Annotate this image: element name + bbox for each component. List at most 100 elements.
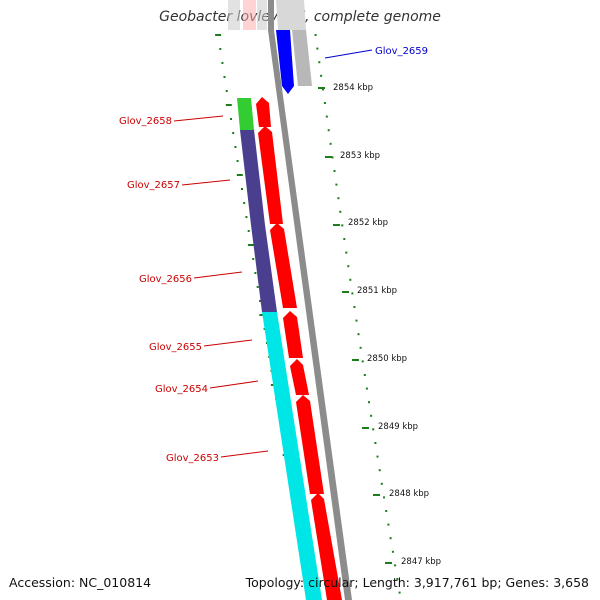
outer-ruler-dot bbox=[320, 74, 323, 77]
outer-ruler-dot bbox=[387, 523, 390, 526]
reverse-strand-red bbox=[256, 97, 342, 600]
outer-ruler-dot bbox=[380, 482, 383, 485]
outer-ruler-dot bbox=[316, 47, 319, 50]
outer-ruler-major-tick bbox=[333, 224, 340, 226]
topology-text: Topology: circular; Length: 3,917,761 bp… bbox=[245, 575, 589, 590]
backbone bbox=[268, 0, 352, 600]
outer-ruler-dot bbox=[368, 401, 370, 404]
outer-ruler-dot bbox=[329, 142, 332, 145]
inner-ruler-tick bbox=[247, 244, 254, 246]
outer-ruler-dot bbox=[333, 170, 336, 172]
outer-ruler-dot bbox=[355, 319, 358, 322]
outer-ruler-dot bbox=[398, 591, 401, 594]
outer-ruler-dot bbox=[345, 251, 348, 254]
outer-ruler-dot bbox=[363, 374, 366, 376]
tick-label-2847: 2847 kbp bbox=[401, 557, 441, 567]
outer-ruler-dot bbox=[349, 278, 352, 281]
tick-label-2850: 2850 kbp bbox=[367, 354, 407, 364]
gene-label-glov-2658: Glov_2658 bbox=[119, 116, 172, 127]
outer-ruler bbox=[314, 34, 401, 594]
outer-ruler-dot bbox=[351, 292, 354, 295]
forward-strand-features bbox=[276, 0, 312, 94]
accession-text: Accession: NC_010814 bbox=[9, 575, 152, 590]
inner-ruler-dot bbox=[241, 188, 243, 190]
outer-ruler-dot bbox=[357, 333, 360, 336]
inner-ruler-dot bbox=[234, 146, 237, 148]
outer-ruler-dot bbox=[341, 224, 344, 227]
outer-ruler-major-tick bbox=[325, 156, 332, 158]
inner-ruler-dot bbox=[256, 286, 259, 288]
outer-ruler-major-tick bbox=[362, 427, 369, 429]
outer-ruler-major-tick bbox=[373, 494, 380, 496]
inner-ruler-tick bbox=[236, 174, 243, 176]
outer-ruler-dot bbox=[372, 428, 375, 431]
outer-ruler-dot bbox=[361, 360, 364, 363]
gene-feature-grey bbox=[292, 30, 312, 86]
inner-ruler-tick bbox=[225, 104, 232, 106]
outer-ruler-dot bbox=[370, 414, 373, 417]
band-purple-2 bbox=[251, 225, 277, 312]
label-connectors bbox=[173, 49, 373, 458]
outer-ruler-dot bbox=[359, 346, 362, 349]
inner-ruler-dot bbox=[219, 48, 222, 50]
inner-ruler-dot bbox=[247, 230, 250, 232]
band-cyan bbox=[262, 312, 322, 600]
gene-feature-blue bbox=[276, 30, 294, 94]
cds-band bbox=[237, 98, 322, 600]
outer-ruler-dot bbox=[322, 88, 324, 91]
gene-labels: Glov_2659 Glov_2658 Glov_2657 Glov_2656 … bbox=[119, 46, 428, 464]
gene-label-glov-2655: Glov_2655 bbox=[149, 342, 202, 353]
gene-label-glov-2659: Glov_2659 bbox=[375, 46, 428, 57]
gene-feature-grey-top bbox=[276, 0, 306, 30]
tick-label-2848: 2848 kbp bbox=[389, 489, 429, 499]
outer-ruler-dot bbox=[353, 306, 356, 308]
band-green bbox=[237, 98, 254, 130]
inner-ruler-dot bbox=[243, 202, 246, 204]
inner-ruler-dot bbox=[236, 160, 239, 162]
inner-ruler-dot bbox=[252, 258, 255, 260]
outer-ruler-dot bbox=[335, 183, 338, 186]
outer-ruler-dot bbox=[327, 129, 330, 132]
outer-ruler-dot bbox=[339, 210, 342, 213]
tick-label-2854: 2854 kbp bbox=[333, 83, 373, 93]
outer-ruler-dot bbox=[347, 265, 350, 268]
gene-label-glov-2656: Glov_2656 bbox=[139, 274, 192, 285]
gene-label-glov-2657: Glov_2657 bbox=[127, 180, 180, 191]
outer-ruler-dot bbox=[396, 578, 399, 580]
outer-ruler-dot bbox=[385, 510, 388, 512]
outer-ruler-dot bbox=[343, 238, 346, 240]
outer-ruler-dot bbox=[394, 564, 397, 567]
inner-ruler-dot bbox=[259, 300, 261, 302]
outer-ruler-dot bbox=[391, 550, 394, 553]
outer-ruler-major-tick bbox=[318, 87, 325, 89]
tick-label-2849: 2849 kbp bbox=[378, 422, 418, 432]
outer-ruler-dot bbox=[389, 537, 392, 540]
band-purple-1 bbox=[240, 130, 265, 225]
inner-ruler-tick bbox=[259, 314, 266, 316]
outer-ruler-dot bbox=[331, 156, 334, 159]
outer-ruler-dot bbox=[383, 496, 385, 499]
gene-label-glov-2654: Glov_2654 bbox=[155, 384, 208, 395]
tick-labels: 2854 kbp 2853 kbp 2852 kbp 2851 kbp 2850… bbox=[333, 83, 441, 567]
outer-ruler-dot bbox=[325, 115, 328, 118]
outer-ruler-major-tick bbox=[342, 291, 349, 293]
inner-ruler-dot bbox=[245, 216, 248, 218]
outer-ruler-major-tick bbox=[385, 562, 392, 564]
inner-ruler-dot bbox=[254, 272, 257, 274]
inner-ruler-dot bbox=[230, 118, 232, 120]
tick-label-2852: 2852 kbp bbox=[348, 218, 388, 228]
gene-label-glov-2653: Glov_2653 bbox=[166, 453, 219, 464]
outer-ruler-dot bbox=[337, 197, 340, 200]
tick-label-2853: 2853 kbp bbox=[340, 151, 380, 161]
outer-ruler-major-tick bbox=[352, 359, 359, 361]
outer-ruler-dot bbox=[365, 387, 368, 390]
inner-ruler-tick bbox=[215, 34, 222, 36]
outer-ruler-dot bbox=[318, 61, 321, 64]
top-ring-fragments bbox=[228, 0, 267, 30]
inner-ruler-dot bbox=[223, 76, 226, 78]
outer-ruler-dot bbox=[374, 442, 377, 444]
outer-ruler-dot bbox=[378, 469, 381, 472]
outer-ruler-dot bbox=[376, 455, 379, 458]
